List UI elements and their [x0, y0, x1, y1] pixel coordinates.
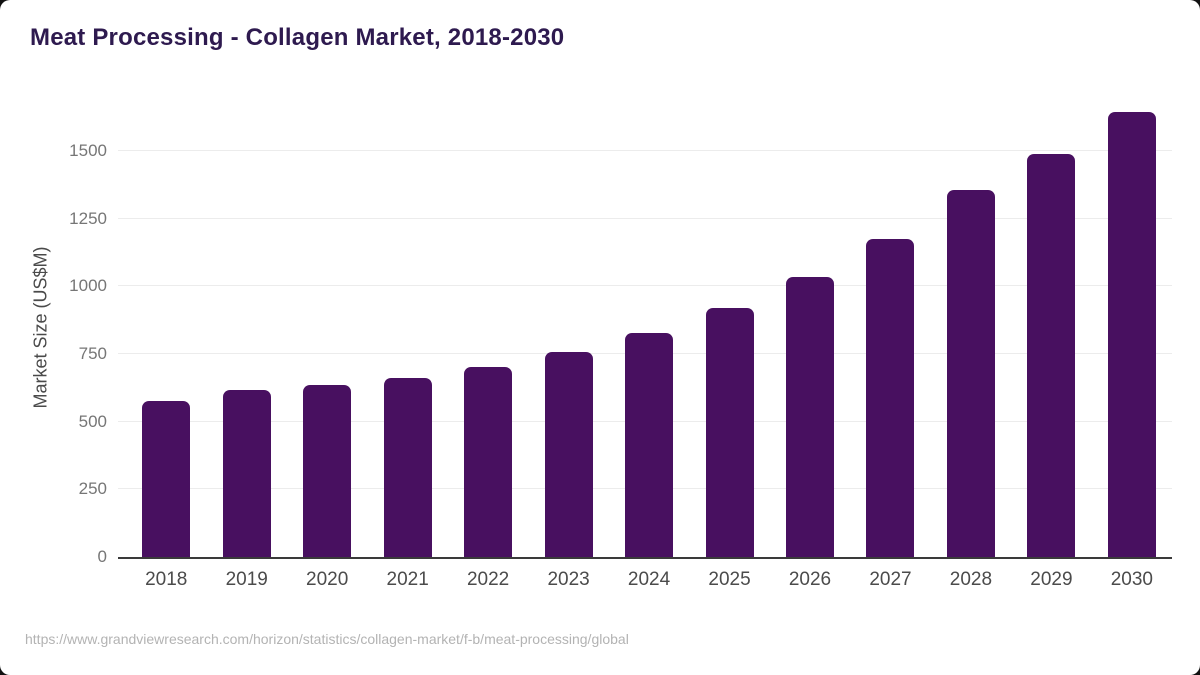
- y-tick-label-1250: 1250: [69, 208, 107, 228]
- bar-slot-2028: [931, 98, 1011, 557]
- x-tick-label-2028: 2028: [949, 569, 993, 590]
- bar-2027: [866, 238, 915, 557]
- bar-slot-2018: [126, 98, 206, 557]
- bar-slot-2030: [1092, 98, 1172, 557]
- x-tick-label-2023: 2023: [547, 569, 590, 590]
- bar-2020: [303, 385, 352, 557]
- bar-2018: [142, 401, 191, 557]
- bars-layer: [126, 98, 1172, 557]
- source-url: https://www.grandviewresearch.com/horizo…: [25, 631, 629, 647]
- y-tick-label-750: 750: [78, 343, 107, 363]
- y-tick-label-500: 500: [78, 411, 107, 431]
- bar-slot-2022: [448, 98, 528, 557]
- bar-2022: [464, 367, 513, 557]
- x-axis-labels: 2018 2019 2020 2021 2022 2023 2024 2025 2026 2027…: [126, 569, 1172, 591]
- bar-slot-2021: [367, 98, 447, 557]
- gridline-1500: [118, 149, 1172, 151]
- bar-slot-2025: [689, 98, 769, 557]
- y-tick-label-250: 250: [78, 479, 107, 499]
- chart-title: Meat Processing - Collagen Market, 2018-…: [30, 24, 565, 51]
- bar-2029: [1027, 153, 1076, 557]
- gridline-1250: [118, 217, 1172, 219]
- y-tick-label-1500: 1500: [69, 140, 107, 160]
- bar-2030: [1107, 112, 1156, 557]
- bar-slot-2023: [528, 98, 608, 557]
- y-tick-label-1000: 1000: [69, 276, 107, 296]
- bar-2025: [705, 308, 754, 557]
- bar-slot-2024: [609, 98, 689, 557]
- x-tick-label-2025: 2025: [708, 569, 751, 590]
- plot-area: 0 250 500 750 1000 1250 1500: [69, 98, 1172, 566]
- x-tick-label-2019: 2019: [225, 569, 268, 590]
- bar-slot-2020: [287, 98, 367, 557]
- x-tick-label-2018: 2018: [145, 569, 188, 590]
- x-tick-label-2027: 2027: [869, 569, 912, 590]
- bar-2023: [544, 351, 593, 557]
- bar-slot-2029: [1011, 98, 1091, 557]
- bar-slot-2027: [850, 98, 930, 557]
- x-tick-label-2020: 2020: [306, 569, 349, 590]
- y-tick-label-0: 0: [97, 547, 107, 566]
- bar-2021: [383, 377, 432, 557]
- bar-2024: [625, 332, 674, 557]
- x-axis-line: [118, 557, 1172, 559]
- x-tick-label-2021: 2021: [386, 569, 429, 590]
- x-tick-label-2022: 2022: [466, 569, 510, 590]
- x-tick-label-2026: 2026: [788, 569, 832, 590]
- x-tick-label-2030: 2030: [1110, 569, 1153, 590]
- bar-2028: [946, 190, 995, 557]
- bar-2019: [222, 390, 271, 557]
- bar-2026: [785, 276, 834, 557]
- bar-slot-2026: [770, 98, 850, 557]
- gridline-1000: [118, 285, 1172, 287]
- x-tick-label-2029: 2029: [1030, 569, 1073, 590]
- x-tick-label-2024: 2024: [627, 569, 671, 590]
- bar-slot-2019: [206, 98, 286, 557]
